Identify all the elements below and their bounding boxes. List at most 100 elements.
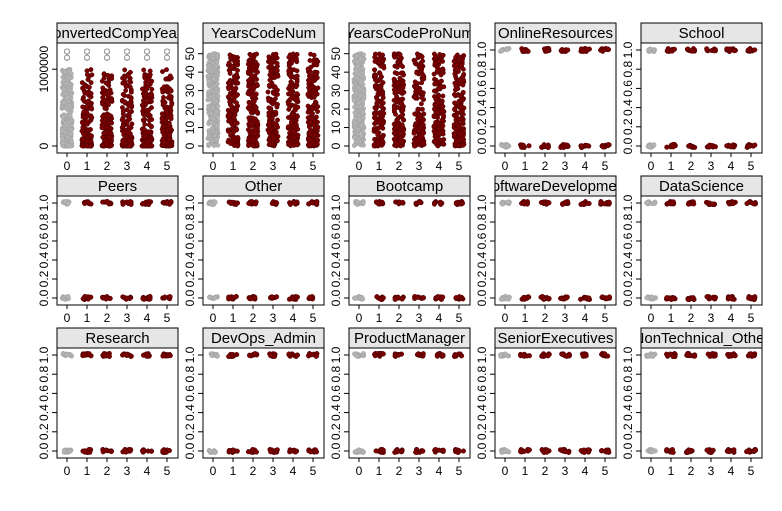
data-point	[141, 112, 147, 118]
data-point	[307, 294, 313, 300]
data-point	[291, 94, 296, 100]
data-point	[460, 97, 465, 103]
y-tick-label: 0.4	[475, 404, 489, 421]
y-tick-label: 0.6	[475, 385, 489, 402]
data-point	[453, 200, 459, 206]
data-point	[83, 448, 89, 454]
data-point	[314, 141, 320, 147]
data-point	[393, 135, 399, 141]
points	[644, 199, 758, 303]
panel-title: YearsCodeProNum	[345, 25, 474, 42]
data-point	[440, 123, 446, 129]
y-tick-label: 0.4	[621, 251, 635, 268]
data-point	[101, 130, 107, 136]
data-point	[254, 64, 260, 70]
data-point	[267, 77, 273, 83]
x-tick-label: 5	[456, 311, 463, 325]
x-tick-label: 1	[230, 464, 237, 478]
data-point	[206, 141, 212, 147]
data-point	[248, 57, 254, 63]
x-tick-label: 1	[668, 159, 675, 173]
y-tick-label: 30	[183, 84, 197, 98]
data-point	[127, 84, 133, 90]
x-tick-label: 4	[144, 311, 151, 325]
data-point	[292, 103, 298, 109]
data-point	[294, 352, 300, 358]
data-point	[167, 73, 173, 79]
data-point	[62, 69, 68, 75]
data-point	[412, 143, 418, 149]
data-point	[86, 84, 92, 90]
data-point	[266, 54, 272, 60]
y-tick-label: 1000000	[37, 46, 51, 93]
y-tick-label: 0.4	[329, 251, 343, 268]
data-point	[286, 296, 293, 302]
x-tick-label: 1	[522, 311, 529, 325]
data-point	[215, 103, 221, 109]
data-point	[109, 97, 115, 103]
data-point	[213, 98, 219, 104]
data-point	[294, 68, 300, 74]
data-point	[270, 294, 276, 300]
data-point	[398, 55, 404, 61]
data-point	[127, 116, 133, 122]
data-point	[145, 142, 151, 148]
data-point	[705, 351, 711, 357]
y-tick-label: 0.0	[329, 442, 343, 459]
data-point	[396, 352, 402, 358]
y-tick-label: 0.6	[329, 385, 343, 402]
data-point	[351, 143, 357, 148]
y-tick-label: 0.6	[475, 80, 489, 97]
data-point	[229, 63, 235, 69]
y-tick-label: 0.6	[37, 232, 51, 249]
data-point	[709, 351, 716, 357]
data-point	[146, 97, 152, 103]
y-tick-label: 1.0	[621, 41, 635, 58]
panel-title: ConvertedCompYearly	[42, 25, 193, 42]
data-point	[689, 48, 695, 54]
data-point	[376, 51, 382, 57]
data-point	[380, 351, 386, 357]
data-point	[139, 448, 146, 454]
x-tick-label: 5	[164, 464, 171, 478]
data-point	[525, 295, 531, 301]
data-point	[565, 47, 571, 53]
data-point	[143, 134, 149, 140]
data-point	[307, 78, 313, 84]
data-point	[431, 88, 437, 94]
data-point	[122, 67, 128, 73]
data-point	[416, 106, 422, 112]
data-point	[164, 67, 169, 73]
data-point	[505, 199, 511, 205]
x-tick-label: 5	[602, 159, 609, 173]
data-point	[309, 352, 315, 358]
data-point	[160, 97, 166, 103]
data-point	[291, 124, 296, 129]
data-point	[81, 109, 87, 115]
y-tick-label: 0.2	[183, 270, 197, 287]
plot-frame	[640, 195, 763, 306]
data-point	[85, 139, 90, 144]
data-point	[103, 113, 109, 119]
data-point	[434, 110, 440, 115]
data-point	[235, 143, 241, 149]
data-point	[226, 296, 232, 302]
data-point	[394, 71, 400, 77]
data-point	[420, 351, 426, 357]
data-point	[274, 87, 280, 93]
data-point	[704, 294, 710, 300]
x-tick-label: 0	[210, 159, 217, 173]
data-point	[254, 51, 260, 57]
x-tick-label: 0	[64, 464, 71, 478]
x-tick-label: 5	[456, 464, 463, 478]
data-point	[294, 142, 300, 147]
y-tick-label: 0.8	[183, 213, 197, 230]
data-point	[391, 76, 397, 82]
data-point	[451, 132, 457, 138]
data-point	[161, 139, 167, 145]
data-point	[392, 54, 398, 60]
